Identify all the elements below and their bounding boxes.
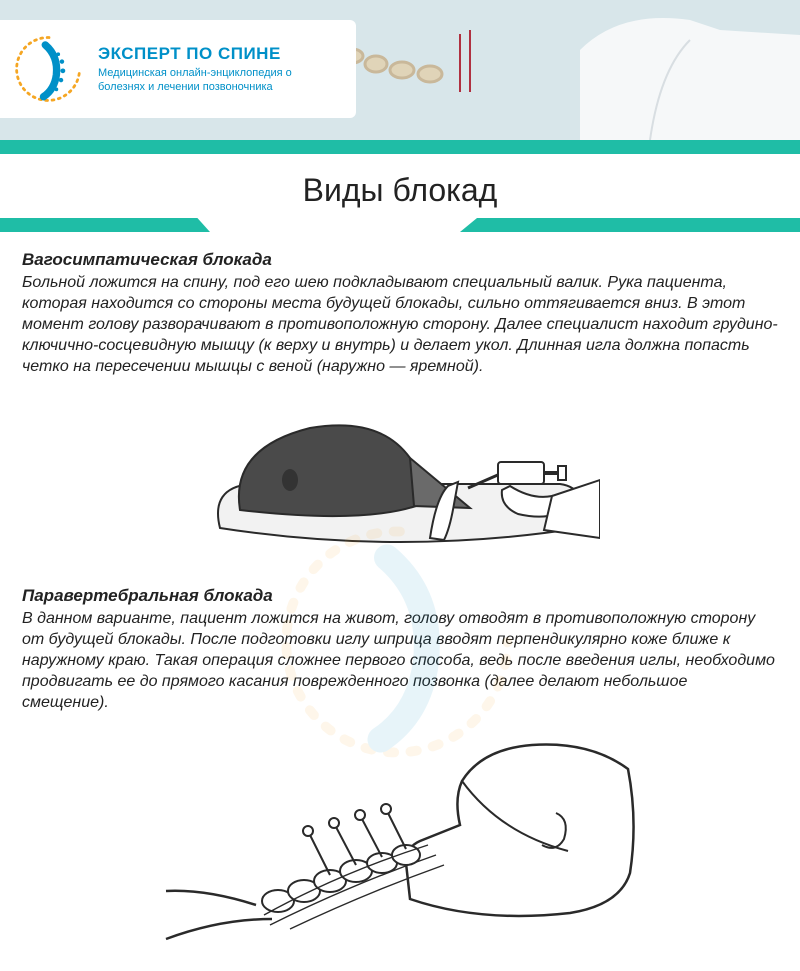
section-heading: Паравертебральная блокада	[22, 586, 778, 606]
doctor-coat-icon	[540, 0, 800, 140]
brand-logo-icon	[12, 32, 86, 106]
section-body: В данном варианте, пациент ложится на жи…	[22, 608, 778, 714]
accent-slash-right	[460, 218, 800, 232]
divider-top	[0, 140, 800, 154]
brand-title: ЭКСПЕРТ ПО СПИНЕ	[98, 44, 338, 64]
section-heading: Вагосимпатическая блокада	[22, 250, 778, 270]
content: Вагосимпатическая блокада Больной ложитс…	[0, 232, 800, 971]
illustration-paravertebral-icon	[160, 723, 640, 943]
page-header: ЭКСПЕРТ ПО СПИНЕ Медицинская онлайн-энци…	[0, 0, 800, 140]
brand-subtitle: Медицинская онлайн-энциклопедия о болезн…	[98, 66, 338, 95]
section-body: Больной ложится на спину, под его шею по…	[22, 272, 778, 378]
accent-slash-left	[0, 218, 210, 232]
title-area: Виды блокад	[0, 154, 800, 232]
brand-block: ЭКСПЕРТ ПО СПИНЕ Медицинская онлайн-энци…	[0, 20, 356, 118]
illustration-vagosympathetic-icon	[200, 388, 600, 568]
page-title: Виды блокад	[0, 154, 800, 209]
